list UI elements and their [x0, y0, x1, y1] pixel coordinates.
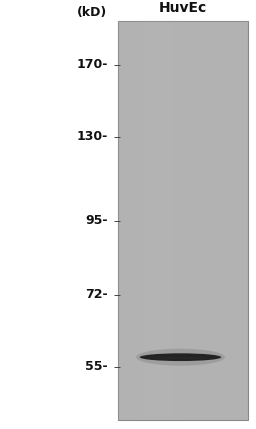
Text: 130-: 130-	[76, 130, 108, 143]
Bar	[232, 21, 235, 420]
Bar	[186, 21, 190, 420]
Bar	[167, 21, 170, 420]
Bar	[147, 21, 151, 420]
Bar	[173, 21, 177, 420]
Bar	[189, 21, 193, 420]
Bar	[151, 21, 154, 420]
Bar	[180, 21, 183, 420]
Bar	[245, 21, 248, 420]
Bar	[157, 21, 160, 420]
Ellipse shape	[140, 353, 221, 361]
Bar	[199, 21, 203, 420]
Bar	[235, 21, 239, 420]
Bar	[121, 21, 124, 420]
Bar	[226, 21, 229, 420]
Bar	[144, 21, 147, 420]
Bar	[154, 21, 157, 420]
Text: HuvEc: HuvEc	[159, 1, 207, 15]
Text: 95-: 95-	[85, 214, 108, 227]
Bar	[137, 21, 141, 420]
Bar	[212, 21, 216, 420]
Bar	[203, 21, 206, 420]
Text: 170-: 170-	[76, 58, 108, 71]
Text: (kD): (kD)	[77, 6, 108, 19]
Bar	[196, 21, 199, 420]
Bar	[131, 21, 134, 420]
Bar	[219, 21, 222, 420]
Bar	[141, 21, 144, 420]
Bar	[222, 21, 226, 420]
Bar	[118, 21, 121, 420]
Bar	[124, 21, 127, 420]
Bar	[170, 21, 173, 420]
Bar	[216, 21, 219, 420]
Bar	[134, 21, 137, 420]
Bar	[177, 21, 180, 420]
Bar	[183, 21, 186, 420]
Ellipse shape	[136, 349, 225, 366]
Bar	[164, 21, 167, 420]
Bar	[229, 21, 232, 420]
Text: 55-: 55-	[85, 360, 108, 373]
Bar	[127, 21, 131, 420]
Bar	[118, 21, 248, 420]
Bar	[193, 21, 196, 420]
Bar	[160, 21, 164, 420]
Bar	[209, 21, 212, 420]
Text: 72-: 72-	[85, 288, 108, 301]
Bar	[242, 21, 245, 420]
Bar	[239, 21, 242, 420]
Bar	[206, 21, 209, 420]
Ellipse shape	[152, 356, 209, 360]
